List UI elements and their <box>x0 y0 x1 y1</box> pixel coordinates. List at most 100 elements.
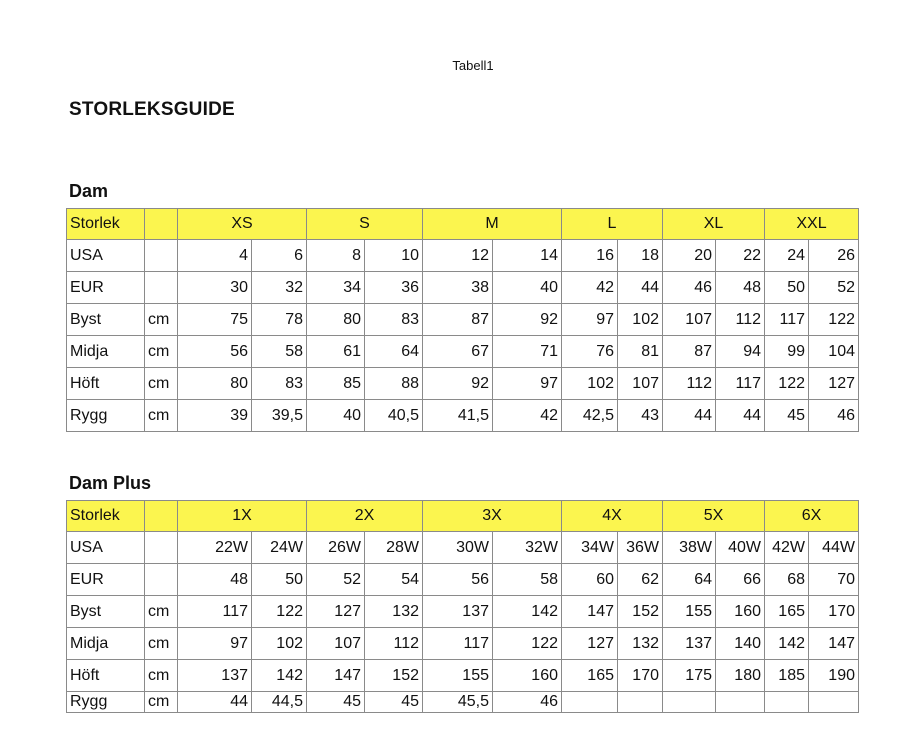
value-cell: 99 <box>764 335 809 368</box>
value-cell: 42W <box>764 531 809 564</box>
value-cell: 34 <box>306 271 365 304</box>
row-label: Rygg <box>66 399 145 432</box>
value-cell <box>617 691 663 713</box>
table-row: EUR 48 50 52 54 56 58 60 62 64 66 68 70 <box>66 563 859 596</box>
value-cell: 39,5 <box>251 399 307 432</box>
value-cell: 30W <box>422 531 493 564</box>
value-cell: 127 <box>808 367 859 400</box>
size-header: S <box>306 208 423 240</box>
value-cell: 45 <box>364 691 423 713</box>
value-cell: 85 <box>306 367 365 400</box>
value-cell: 117 <box>177 595 252 628</box>
row-label: Byst <box>66 303 145 336</box>
value-cell: 38 <box>422 271 493 304</box>
value-cell: 12 <box>422 239 493 272</box>
value-cell: 137 <box>422 595 493 628</box>
value-cell: 70 <box>808 563 859 596</box>
value-cell: 24 <box>764 239 809 272</box>
row-unit: cm <box>144 399 178 432</box>
value-cell: 32W <box>492 531 562 564</box>
value-cell <box>764 691 809 713</box>
value-cell: 42 <box>492 399 562 432</box>
value-cell: 46 <box>662 271 716 304</box>
value-cell: 43 <box>617 399 663 432</box>
size-header: XS <box>177 208 307 240</box>
row-unit: cm <box>144 627 178 660</box>
value-cell: 190 <box>808 659 859 692</box>
value-cell: 142 <box>492 595 562 628</box>
value-cell: 87 <box>662 335 716 368</box>
size-header: 6X <box>764 500 859 532</box>
value-cell: 152 <box>617 595 663 628</box>
value-cell: 62 <box>617 563 663 596</box>
row-label: USA <box>66 531 145 564</box>
value-cell: 140 <box>715 627 765 660</box>
value-cell: 165 <box>764 595 809 628</box>
value-cell: 107 <box>617 367 663 400</box>
section-title-dam-plus: Dam Plus <box>69 473 152 493</box>
value-cell: 52 <box>306 563 365 596</box>
value-cell: 127 <box>561 627 618 660</box>
value-cell: 127 <box>306 595 365 628</box>
row-unit: cm <box>144 367 178 400</box>
value-cell: 102 <box>561 367 618 400</box>
value-cell: 58 <box>492 563 562 596</box>
value-cell: 97 <box>177 627 252 660</box>
row-unit <box>144 531 178 564</box>
value-cell: 44 <box>715 399 765 432</box>
table-row: Midja cm 56 58 61 64 67 71 76 81 87 94 99 104 <box>66 335 859 368</box>
value-cell: 45,5 <box>422 691 493 713</box>
value-cell: 180 <box>715 659 765 692</box>
value-cell: 165 <box>561 659 618 692</box>
value-cell: 160 <box>492 659 562 692</box>
row-label: EUR <box>66 271 145 304</box>
value-cell: 160 <box>715 595 765 628</box>
value-cell: 83 <box>364 303 423 336</box>
value-cell: 40 <box>306 399 365 432</box>
header-unit-cell <box>144 500 178 532</box>
value-cell: 102 <box>617 303 663 336</box>
value-cell: 83 <box>251 367 307 400</box>
value-cell: 14 <box>492 239 562 272</box>
row-unit: cm <box>144 335 178 368</box>
value-cell: 41,5 <box>422 399 493 432</box>
row-unit <box>144 239 178 272</box>
value-cell: 22W <box>177 531 252 564</box>
value-cell: 34W <box>561 531 618 564</box>
row-unit: cm <box>144 303 178 336</box>
value-cell: 58 <box>251 335 307 368</box>
value-cell: 67 <box>422 335 493 368</box>
value-cell: 66 <box>715 563 765 596</box>
value-cell: 92 <box>422 367 493 400</box>
table-row: Rygg cm 39 39,5 40 40,5 41,5 42 42,5 43 44 44 45 46 <box>66 399 859 432</box>
value-cell: 42 <box>561 271 618 304</box>
row-label: Midja <box>66 627 145 660</box>
value-cell: 45 <box>764 399 809 432</box>
value-cell: 50 <box>764 271 809 304</box>
value-cell: 40,5 <box>364 399 423 432</box>
value-cell: 16 <box>561 239 618 272</box>
value-cell: 132 <box>617 627 663 660</box>
row-label: EUR <box>66 563 145 596</box>
size-table-dam: Storlek XS S M L XL XXL USA 4 6 8 10 12 14 16 18 20 22 24 2… <box>66 208 859 432</box>
value-cell: 56 <box>422 563 493 596</box>
table-row: Midja cm 97 102 107 112 117 122 127 132 137 140 142 1… <box>66 627 859 660</box>
value-cell: 26 <box>808 239 859 272</box>
value-cell: 122 <box>808 303 859 336</box>
row-unit <box>144 271 178 304</box>
row-unit: cm <box>144 691 178 713</box>
value-cell: 44 <box>177 691 252 713</box>
value-cell: 45 <box>306 691 365 713</box>
size-header: 5X <box>662 500 765 532</box>
value-cell: 97 <box>492 367 562 400</box>
value-cell: 107 <box>306 627 365 660</box>
value-cell: 80 <box>177 367 252 400</box>
value-cell: 170 <box>808 595 859 628</box>
value-cell: 71 <box>492 335 562 368</box>
value-cell: 112 <box>662 367 716 400</box>
value-cell: 64 <box>364 335 423 368</box>
row-label: Höft <box>66 659 145 692</box>
value-cell: 117 <box>422 627 493 660</box>
value-cell: 75 <box>177 303 252 336</box>
value-cell: 88 <box>364 367 423 400</box>
